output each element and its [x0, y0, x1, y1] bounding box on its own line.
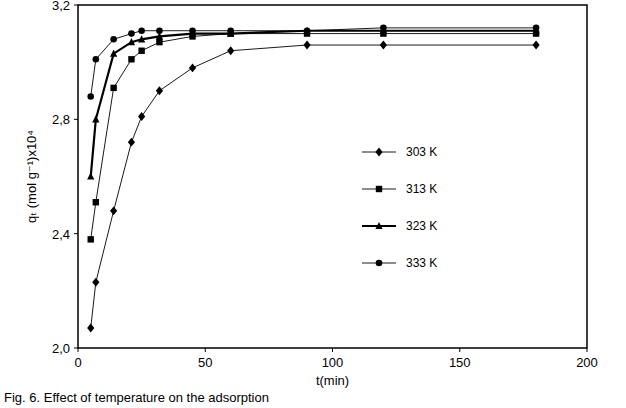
data-point [189, 27, 196, 34]
legend-label: 313 K [406, 182, 437, 196]
data-point [87, 324, 94, 333]
y-tick-label: 2,0 [52, 341, 70, 356]
data-point [110, 206, 117, 215]
data-point [110, 85, 116, 91]
legend-marker [375, 148, 382, 157]
data-point [189, 63, 196, 72]
y-tick [74, 233, 78, 234]
data-point [303, 41, 310, 50]
y-tick [74, 348, 78, 349]
data-point [533, 25, 540, 32]
x-tick-label: 200 [576, 355, 598, 370]
x-tick [587, 348, 588, 352]
caption: Fig. 6. Effect of temperature on the ads… [4, 390, 269, 405]
data-point [128, 30, 135, 37]
series-line [91, 28, 536, 97]
data-point [138, 27, 145, 34]
data-point [138, 35, 145, 42]
series-line [91, 45, 536, 328]
data-point [92, 278, 99, 287]
data-point [110, 49, 117, 56]
data-point [156, 27, 163, 34]
data-point [93, 56, 100, 63]
y-tick [74, 119, 78, 120]
x-tick [459, 348, 460, 352]
data-point [227, 46, 234, 55]
data-point [533, 41, 540, 50]
legend: 303 K 313 K 323 K 333 K [362, 145, 437, 270]
plot-frame [78, 5, 587, 348]
y-tick-label: 3,2 [52, 0, 70, 13]
data-point [227, 27, 234, 34]
data-point [304, 27, 311, 34]
y-tick-label: 2,8 [52, 112, 70, 127]
series-line [91, 34, 536, 240]
x-axis-label: t(min) [316, 373, 349, 388]
data-point [128, 138, 135, 147]
data-point [380, 41, 387, 50]
y-tick-label: 2,4 [52, 227, 70, 242]
x-tick-label: 100 [322, 355, 344, 370]
x-tick [332, 348, 333, 352]
data-point [92, 115, 99, 122]
legend-label: 323 K [406, 219, 437, 233]
x-tick-label: 50 [198, 355, 212, 370]
x-tick [205, 348, 206, 352]
data-point [128, 56, 134, 62]
data-point [156, 86, 163, 95]
data-point [93, 199, 99, 205]
chart: 2,0 2,4 2,8 3,2 0 50 100 150 200 t(min) qₜ (mol g⁻… [0, 0, 626, 408]
legend-marker [376, 260, 383, 267]
data-point [303, 27, 310, 34]
data-point [156, 39, 162, 45]
x-tick [78, 348, 79, 352]
series-line [91, 31, 536, 177]
data-point [110, 36, 117, 43]
data-point [87, 172, 94, 179]
legend-marker [376, 186, 382, 192]
legend-label: 303 K [406, 145, 437, 159]
x-tick-label: 0 [74, 355, 81, 370]
y-axis-label: qₜ (mol g⁻¹)x10⁴ [24, 130, 39, 223]
data-point [88, 236, 94, 242]
data-point [138, 112, 145, 121]
data-point [128, 38, 135, 45]
legend-marker [375, 222, 382, 229]
legend-label: 333 K [406, 256, 437, 270]
x-tick-label: 150 [449, 355, 471, 370]
y-tick [74, 5, 78, 6]
data-point [380, 25, 387, 32]
plot-area [87, 25, 540, 333]
data-point [138, 48, 144, 54]
data-point [87, 93, 94, 100]
